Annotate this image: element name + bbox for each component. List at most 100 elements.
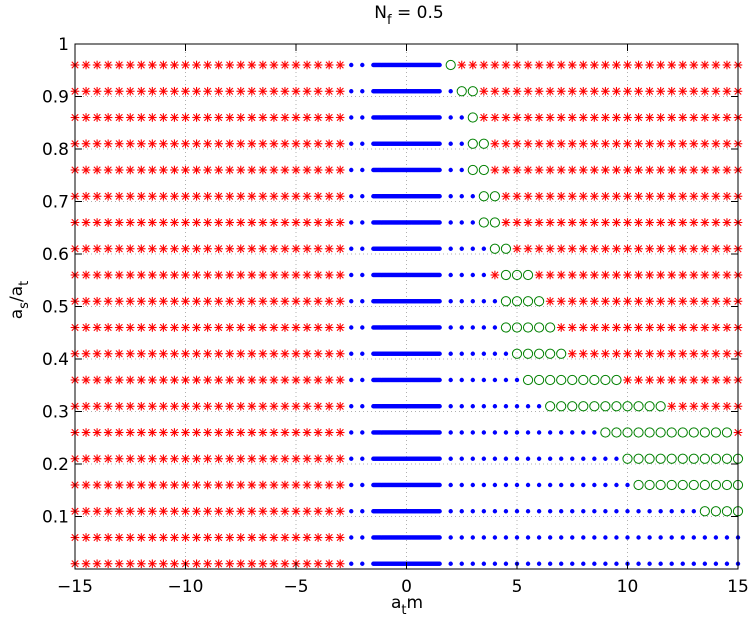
dot-point [614, 482, 619, 488]
star-stroke [237, 271, 245, 279]
star-stroke [535, 140, 543, 148]
star-stroke [137, 245, 145, 253]
star-point [125, 428, 135, 437]
star-point [579, 270, 588, 280]
star-point [125, 191, 135, 201]
star-point [92, 401, 102, 411]
star-point [192, 454, 201, 464]
star-stroke [159, 455, 168, 463]
star-stroke [601, 140, 610, 148]
star-stroke [137, 428, 145, 437]
star-stroke [259, 428, 267, 437]
star-point [567, 86, 577, 96]
star-stroke [336, 113, 344, 122]
circle-point [478, 138, 489, 149]
dot-point [459, 404, 464, 409]
star-point [181, 480, 190, 490]
star-point [247, 86, 257, 96]
star-stroke [679, 350, 687, 358]
star-point [92, 506, 102, 516]
star-point [678, 244, 688, 254]
dot-point [349, 509, 354, 514]
star-point [192, 533, 201, 542]
star-stroke [314, 533, 322, 542]
star-point [667, 296, 676, 306]
star-stroke [314, 402, 322, 410]
star-stroke [557, 140, 565, 148]
star-point [479, 113, 489, 122]
star-point [490, 113, 500, 122]
star-stroke [192, 245, 201, 253]
star-point [125, 323, 135, 332]
dot-point [470, 535, 475, 540]
star-point [335, 349, 345, 359]
dot-point [536, 509, 542, 514]
dot-point [437, 246, 442, 251]
star-point [667, 113, 676, 122]
star-point [545, 191, 555, 201]
star-point [125, 349, 135, 359]
star-point [302, 270, 312, 280]
star-stroke [690, 245, 698, 253]
star-point [490, 139, 500, 149]
star-point [258, 113, 268, 122]
star-point [700, 244, 710, 254]
star-stroke [634, 376, 643, 384]
dot-point [547, 535, 553, 540]
dot-point [360, 246, 365, 251]
star-stroke [237, 140, 245, 148]
star-point [225, 480, 234, 490]
star-stroke [723, 297, 731, 305]
star-stroke [192, 376, 201, 384]
dot-point [536, 456, 542, 461]
star-point [114, 506, 124, 516]
star-stroke [259, 323, 267, 332]
star-stroke [82, 113, 90, 122]
star-stroke [237, 166, 245, 174]
star-stroke [181, 350, 190, 358]
star-stroke [568, 297, 576, 305]
star-stroke [192, 113, 201, 122]
star-stroke [690, 166, 698, 174]
star-point [280, 375, 290, 385]
star-stroke [679, 376, 687, 384]
star-point [125, 218, 135, 227]
star-point [313, 113, 323, 122]
star-point [335, 191, 345, 201]
star-stroke [248, 271, 256, 279]
star-point [125, 375, 135, 385]
star-point [634, 375, 643, 385]
circle-point [522, 269, 534, 281]
dot-point [536, 561, 542, 566]
star-point [567, 191, 577, 201]
star-point [291, 296, 301, 306]
star-point [335, 480, 345, 490]
star-point [236, 533, 246, 542]
star-stroke [557, 87, 565, 95]
circle-point [500, 296, 512, 307]
star-point [103, 349, 113, 359]
star-point [700, 191, 710, 201]
star-point [258, 218, 268, 227]
star-point [103, 428, 113, 437]
star-point [556, 165, 566, 175]
star-point [711, 375, 721, 385]
star-stroke [336, 533, 344, 542]
star-point [601, 296, 610, 306]
star-point [280, 533, 290, 542]
circle-point [622, 427, 633, 438]
star-point [181, 401, 190, 411]
star-point [711, 165, 721, 175]
star-stroke [546, 297, 554, 305]
star-stroke [303, 113, 311, 122]
dot-point [459, 272, 464, 278]
star-point [722, 191, 732, 201]
circle-point [633, 453, 644, 464]
dot-point [503, 482, 509, 488]
dot-point [592, 430, 597, 435]
star-point [324, 533, 334, 542]
star-point [236, 139, 246, 149]
star-stroke [148, 402, 156, 410]
star-point [214, 165, 223, 175]
star-point [291, 191, 301, 201]
